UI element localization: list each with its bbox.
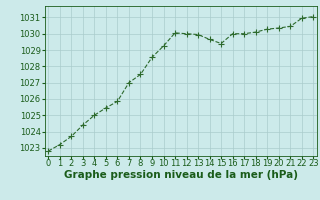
X-axis label: Graphe pression niveau de la mer (hPa): Graphe pression niveau de la mer (hPa) xyxy=(64,170,298,180)
